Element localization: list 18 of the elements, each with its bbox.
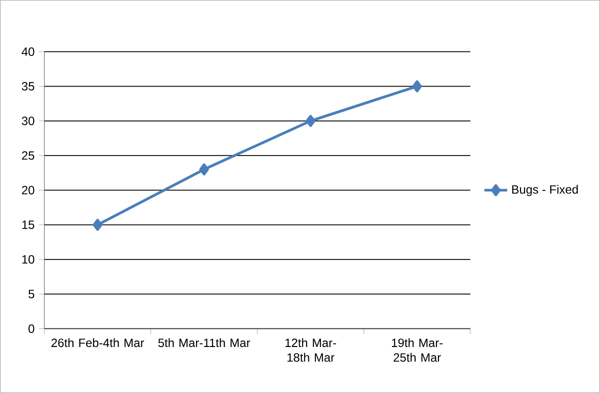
- y-tick-label: 40: [22, 47, 34, 56]
- point: [412, 80, 422, 92]
- y-tick-label: 25: [22, 151, 34, 160]
- y-tick-label: 5: [28, 290, 34, 298]
- point: [92, 218, 102, 231]
- legend-label: Bugs - Fixed: [512, 184, 578, 196]
- y-tick-label: 20: [22, 186, 34, 194]
- y-tick-label: 35: [22, 82, 34, 91]
- y-tick-label: 0: [28, 324, 34, 333]
- x-tick-label: 12th Mar-18th Mar: [285, 338, 336, 362]
- x-tick-label: 5th Mar-11th Mar: [158, 338, 250, 348]
- point: [306, 114, 316, 127]
- y-tick-label: 10: [22, 255, 34, 264]
- point: [199, 163, 209, 176]
- y-tick-label: 15: [22, 220, 34, 229]
- x-tick-label: 26th Feb-4th Mar: [52, 338, 144, 348]
- x-tick-label: 19th Mar-25th Mar: [392, 338, 443, 362]
- y-tick-label: 30: [22, 116, 34, 126]
